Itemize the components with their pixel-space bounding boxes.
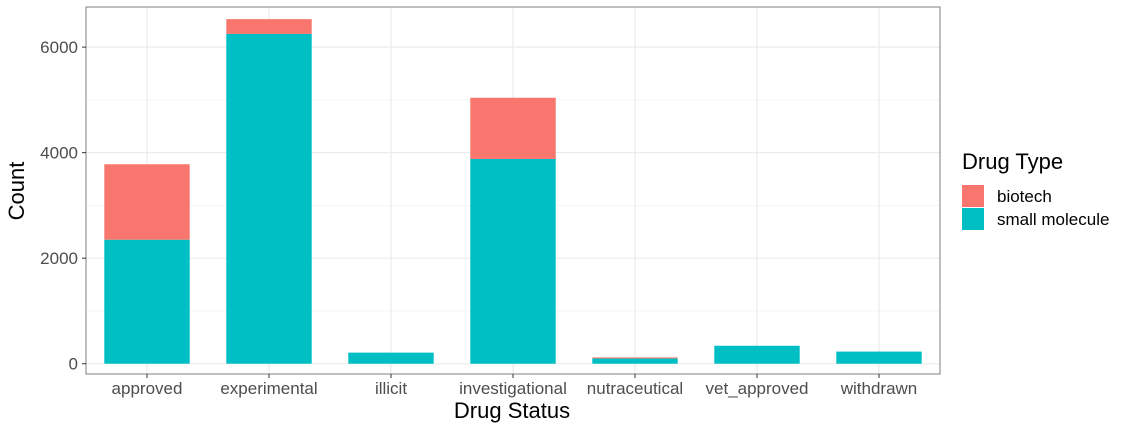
bar-approved-small-molecule bbox=[104, 239, 190, 364]
bar-investigational-biotech bbox=[470, 97, 556, 159]
x-tick-label-experimental: experimental bbox=[220, 379, 317, 398]
bar-illicit-small-molecule bbox=[348, 352, 434, 364]
bar-vet_approved-small-molecule bbox=[714, 345, 800, 364]
bar-experimental-biotech bbox=[226, 19, 312, 34]
legend-title: Drug Type bbox=[962, 149, 1063, 174]
bar-nutraceutical-small-molecule bbox=[592, 358, 678, 364]
bar-approved-biotech bbox=[104, 164, 190, 240]
y-tick-label: 2000 bbox=[40, 249, 78, 268]
bar-experimental-small-molecule bbox=[226, 33, 312, 364]
legend-swatch-small-molecule bbox=[962, 208, 984, 230]
bar-withdrawn-small-molecule bbox=[836, 351, 922, 364]
x-axis: approved experimental illicit investigation… bbox=[112, 374, 918, 398]
y-tick-label: 0 bbox=[69, 355, 78, 374]
x-tick-label-approved: approved bbox=[112, 379, 183, 398]
x-tick-label-withdrawn: withdrawn bbox=[840, 379, 918, 398]
x-axis-title: Drug Status bbox=[454, 398, 570, 423]
y-tick-label: 6000 bbox=[40, 38, 78, 57]
bars-layer bbox=[104, 19, 922, 364]
x-tick-label-vet_approved: vet_approved bbox=[705, 379, 808, 398]
x-tick-label-illicit: illicit bbox=[375, 379, 407, 398]
legend-label-small-molecule: small molecule bbox=[997, 210, 1109, 229]
legend-label-biotech: biotech bbox=[997, 187, 1052, 206]
bar-nutraceutical-biotech bbox=[592, 357, 678, 359]
x-tick-label-nutraceutical: nutraceutical bbox=[587, 379, 683, 398]
x-tick-label-investigational: investigational bbox=[459, 379, 567, 398]
bar-investigational-small-molecule bbox=[470, 158, 556, 364]
legend-swatch-biotech bbox=[962, 185, 984, 207]
legend: Drug Type biotech small molecule bbox=[962, 149, 1109, 230]
y-tick-label: 4000 bbox=[40, 144, 78, 163]
y-axis: 0 2000 4000 6000 bbox=[40, 38, 86, 374]
y-axis-title: Count bbox=[4, 162, 29, 221]
